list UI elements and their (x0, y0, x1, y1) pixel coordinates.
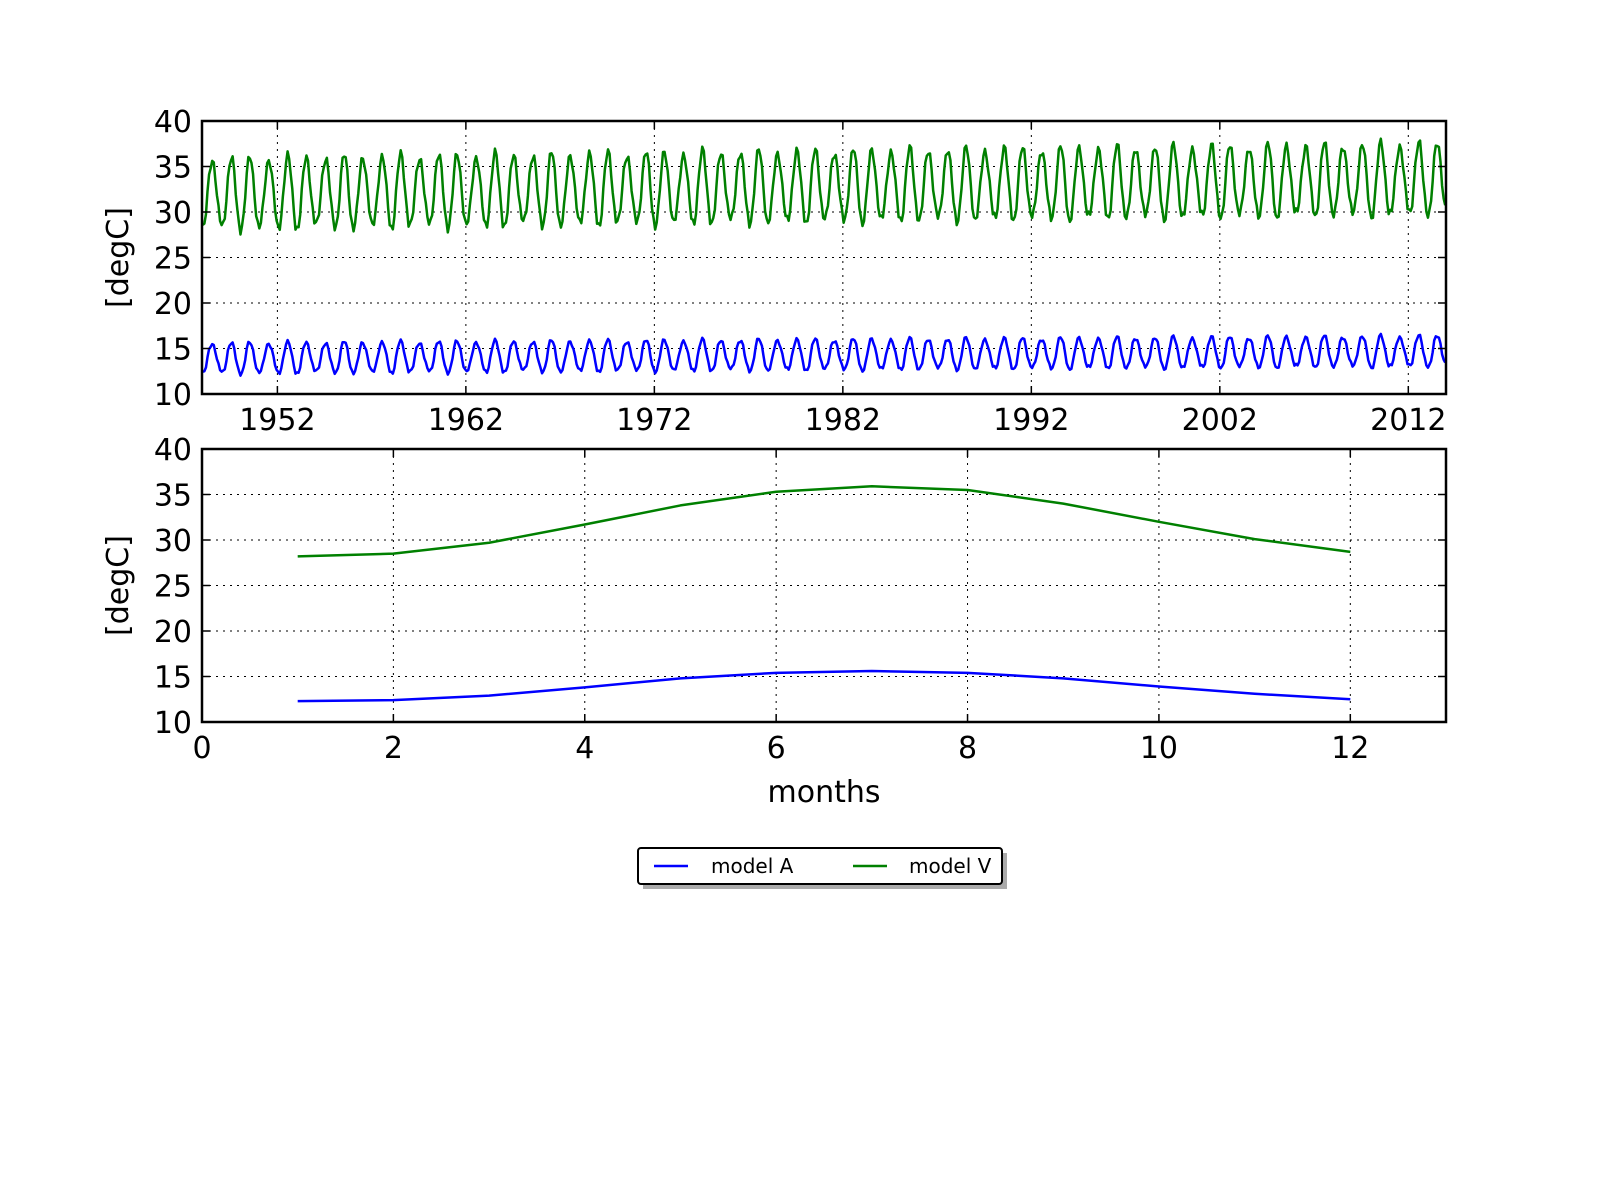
monthly-climatology-panel: 0 2 4 6 8 10 12 10 15 20 25 30 35 40 [degC] months (101, 433, 1448, 810)
time-series-panel: 1952 1962 1972 1982 1992 2002 2012 10 15 20 25 30 35… (101, 105, 1448, 438)
x-tick-label: 1952 (239, 403, 315, 438)
x-tick-label: 1962 (428, 403, 504, 438)
y-tick-label: 25 (154, 570, 192, 605)
series-line-model-a (202, 332, 1447, 377)
x-tick-label: 0 (192, 731, 211, 766)
y-tick-label: 15 (154, 333, 192, 368)
y-axis-label: [degC] (101, 207, 136, 308)
x-tick-label: 6 (767, 731, 786, 766)
legend-box (637, 847, 1003, 885)
y-tick-label: 30 (154, 196, 192, 231)
y-tick-label: 10 (154, 706, 192, 741)
legend-label-model-a: model A (711, 854, 794, 878)
y-axis-label: [degC] (101, 535, 136, 636)
x-tick-label: 8 (958, 731, 977, 766)
x-tick-label: 12 (1331, 731, 1369, 766)
x-tick-label: 10 (1140, 731, 1178, 766)
y-tick-label: 40 (154, 433, 192, 468)
y-tick-label: 25 (154, 242, 192, 277)
series-line-model-v (297, 485, 1351, 558)
y-tick-label: 40 (154, 105, 192, 140)
y-tick-label: 35 (154, 151, 192, 186)
y-tick-label: 20 (154, 287, 192, 322)
y-tick-label: 20 (154, 615, 192, 650)
x-tick-label: 2012 (1370, 403, 1446, 438)
x-axis-label: months (768, 775, 881, 810)
x-tick-label: 1992 (993, 403, 1069, 438)
legend: model A model V (637, 847, 1007, 889)
series-line-model-v (201, 137, 1447, 236)
y-tick-label: 30 (154, 524, 192, 559)
series-line-model-a (297, 669, 1351, 703)
x-tick-label: 1972 (616, 403, 692, 438)
y-tick-label: 15 (154, 661, 192, 696)
x-tick-label: 4 (575, 731, 594, 766)
legend-label-model-v: model V (909, 854, 992, 878)
x-tick-label: 1982 (805, 403, 881, 438)
y-tick-label: 35 (154, 479, 192, 514)
x-tick-label: 2002 (1182, 403, 1258, 438)
x-tick-label: 2 (384, 731, 403, 766)
y-tick-label: 10 (154, 378, 192, 413)
